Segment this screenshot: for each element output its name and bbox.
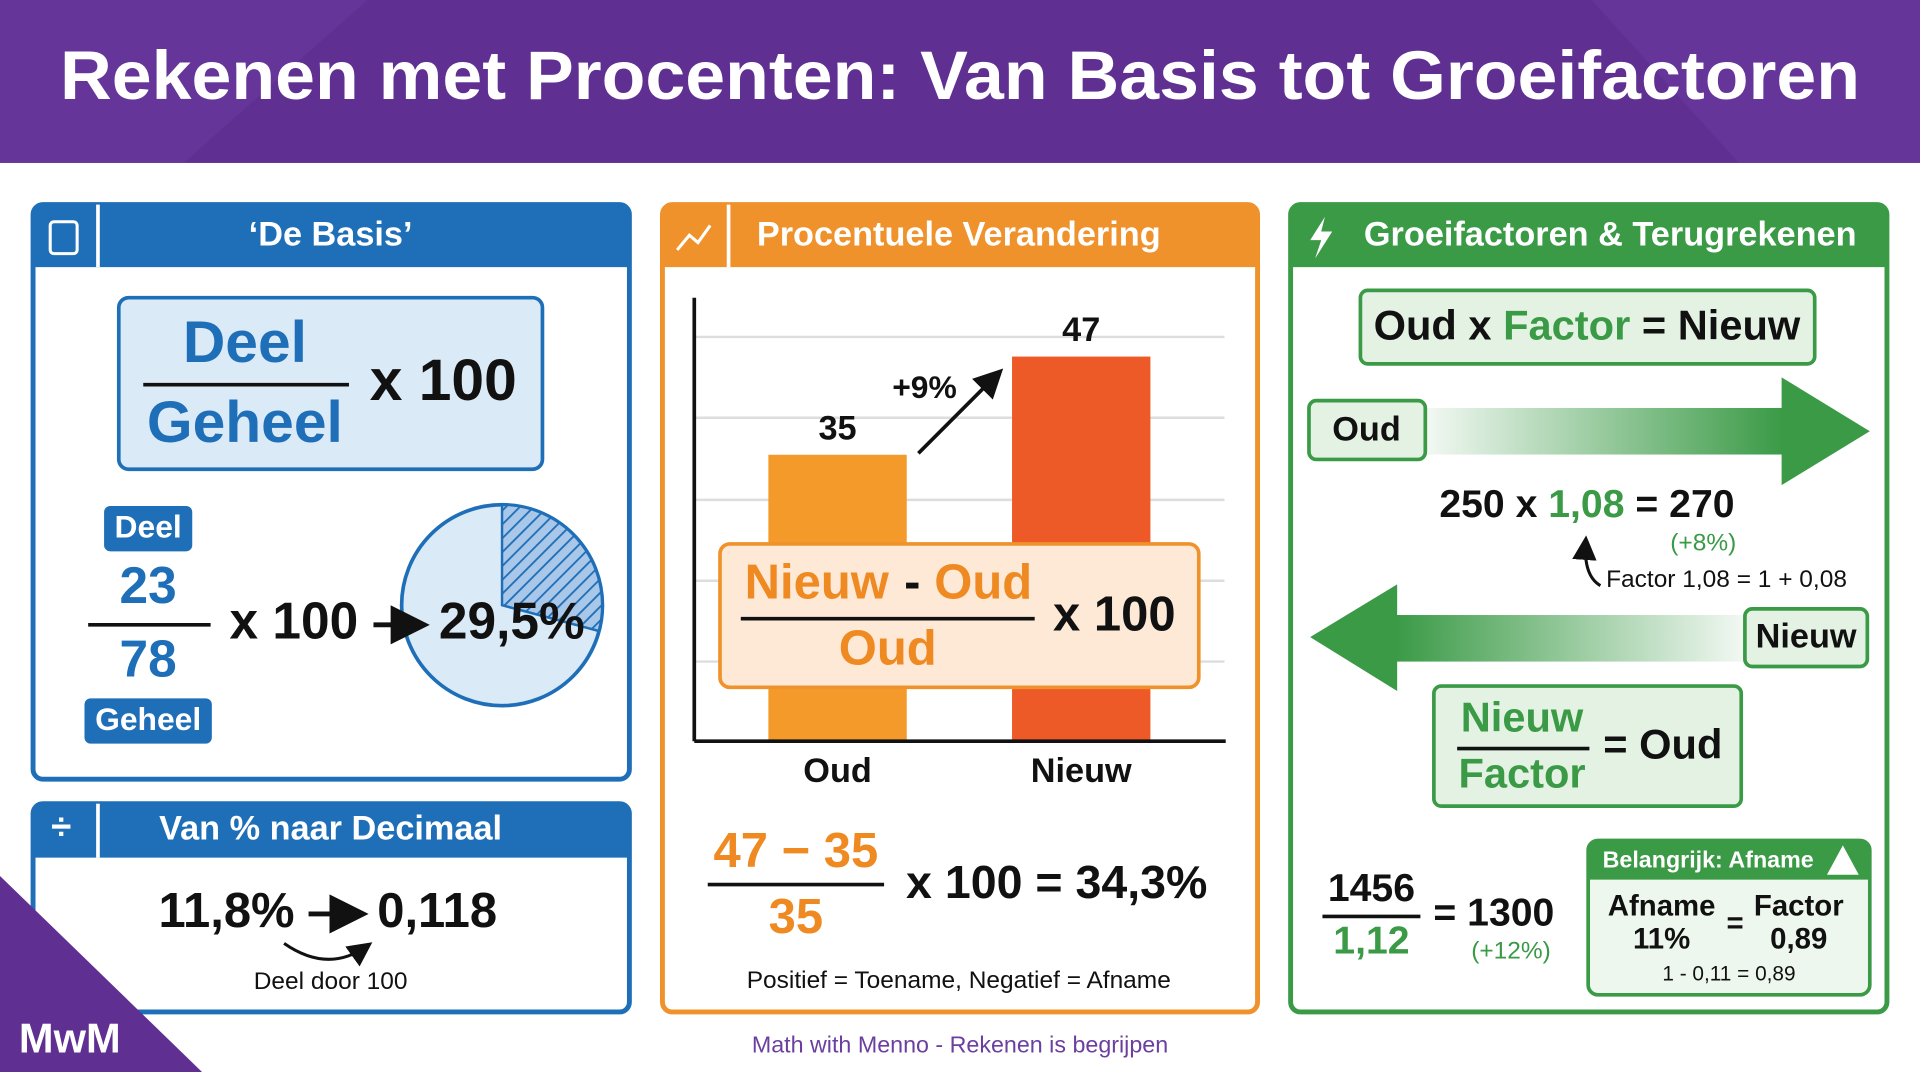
arrow-body (1420, 407, 1785, 455)
warning-header (1588, 840, 1870, 880)
formula-box (1432, 684, 1744, 808)
bolt-icon (1310, 216, 1333, 259)
annotation: +9% (892, 369, 957, 405)
multiplier: x 100 (230, 591, 359, 649)
formula-box (1358, 288, 1817, 366)
result: = 1300 (1433, 892, 1554, 935)
panel-title: Procentuele Verandering (757, 216, 1161, 254)
multiplier: x 100 (370, 348, 517, 413)
label: Oud (1332, 410, 1401, 448)
result: 29,5% (439, 591, 585, 649)
label-box (104, 505, 193, 552)
denominator: Factor (1458, 750, 1585, 797)
panel-header (33, 803, 630, 858)
multiplier: x 100 (1053, 587, 1176, 641)
arrow-body (1394, 615, 1750, 662)
panel-header (33, 204, 630, 268)
panel-title: ‘De Basis’ (249, 216, 413, 254)
corner-decor (0, 875, 203, 1072)
logo: MwM (19, 1014, 121, 1061)
page-title: Rekenen met Procenten: Van Basis tot Gro… (60, 37, 1860, 114)
arrow-head (1310, 584, 1398, 691)
result: x 100 = 34,3% (906, 856, 1207, 908)
denominator: 78 (120, 629, 177, 687)
pie-slice (500, 503, 604, 633)
divide-icon: ÷ (51, 806, 71, 847)
denominator: Geheel (147, 390, 343, 455)
term: 250 x (1439, 484, 1537, 527)
numerator: Deel (183, 310, 307, 375)
denominator: Oud (839, 622, 937, 676)
clipboard-icon (48, 220, 79, 256)
label-box (84, 698, 212, 744)
curved-arrow (1572, 535, 1602, 587)
label: Geheel (95, 701, 201, 737)
operator: = (1727, 907, 1744, 940)
label: Nieuw (1756, 617, 1857, 655)
term: 1,08 (1548, 484, 1624, 527)
category-label: Oud (803, 752, 872, 790)
decimal: 0,118 (377, 884, 497, 938)
term: Factor (1503, 301, 1630, 348)
denominator: 35 (769, 890, 823, 944)
denominator: 1,12 (1333, 920, 1409, 963)
footer: Math with Menno - Rekenen is begrijpen (752, 1031, 1168, 1057)
panel-header (662, 204, 1258, 268)
value-label: 47 (1062, 311, 1100, 349)
header-decor (1591, 0, 1920, 163)
formula: Oud x Factor = Nieuw (1374, 301, 1801, 348)
value-label: 35 (818, 409, 856, 447)
note: Positief = Toename, Negatief = Afname (747, 967, 1171, 994)
header-decor (0, 0, 368, 163)
result: = Oud (1603, 720, 1722, 767)
note: Factor 1,08 = 1 + 0,08 (1606, 566, 1847, 593)
numerator: 23 (120, 556, 177, 614)
numerator: 47 − 35 (714, 824, 879, 878)
numerator: Nieuw (1461, 693, 1584, 740)
panel-title: Van % naar Decimaal (159, 810, 502, 848)
term: Oud x (1374, 301, 1492, 348)
term: = Nieuw (1642, 301, 1801, 348)
term: Oud (934, 556, 1032, 610)
panel-header (1290, 204, 1887, 268)
warning-icon (1826, 845, 1859, 875)
label-box (1743, 607, 1870, 669)
term: Factor (1754, 890, 1844, 923)
warning-title: Belangrijk: Afname (1603, 846, 1814, 872)
panel-title: Groeifactoren & Terugrekenen (1364, 216, 1857, 254)
arrow-head (1781, 377, 1870, 486)
term: Afname (1608, 890, 1716, 923)
chart-icon (675, 224, 712, 251)
label: Deel (115, 509, 182, 545)
term: Nieuw (745, 556, 890, 610)
note: Deel door 100 (254, 968, 408, 995)
label-box (1307, 398, 1428, 462)
formula-box (718, 542, 1201, 690)
percent: 11,8% (158, 884, 294, 938)
term: 11% (1633, 923, 1690, 956)
example: 250 x 1,08 = 270 (1439, 484, 1734, 527)
term: = 270 (1635, 484, 1734, 527)
curved-arrow (283, 942, 373, 967)
change: (+8%) (1670, 529, 1736, 556)
change: (+12%) (1471, 937, 1551, 964)
operator: - (904, 556, 920, 610)
numerator: 1456 (1328, 867, 1415, 910)
category-label: Nieuw (1031, 752, 1132, 790)
arrow (917, 368, 1004, 455)
term: 0,89 (1770, 923, 1827, 956)
note: 1 - 0,11 = 0,89 (1662, 963, 1795, 986)
